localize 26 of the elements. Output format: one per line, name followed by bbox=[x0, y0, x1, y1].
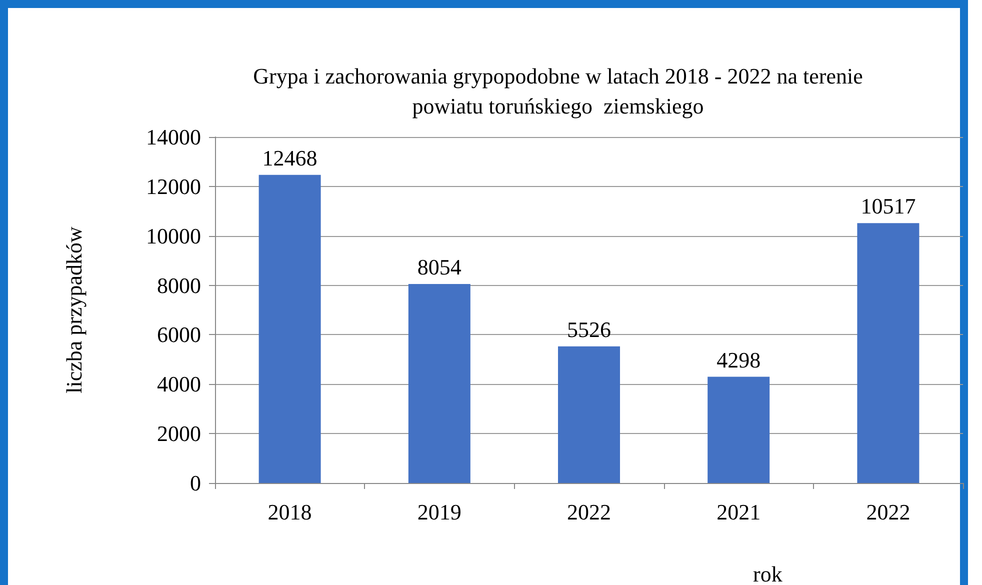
data-label: 12468 bbox=[262, 145, 318, 170]
x-axis-title: rok bbox=[753, 562, 782, 585]
x-tick-label: 2019 bbox=[417, 500, 462, 524]
y-tick-label: 0 bbox=[190, 470, 201, 496]
x-tick-label: 2022 bbox=[866, 500, 910, 524]
x-tick-label: 2021 bbox=[716, 500, 761, 524]
bar bbox=[258, 174, 321, 483]
data-label: 8054 bbox=[417, 254, 462, 280]
y-tick-label: 6000 bbox=[157, 322, 201, 348]
y-tick-label: 12000 bbox=[146, 174, 201, 199]
data-label: 10517 bbox=[860, 194, 916, 219]
y-tick-label: 14000 bbox=[146, 124, 201, 150]
y-axis-title: liczba przypadków bbox=[62, 226, 86, 394]
data-label: 5526 bbox=[567, 316, 611, 342]
y-tick-label: 10000 bbox=[146, 223, 201, 248]
data-label: 4298 bbox=[716, 347, 761, 372]
bar bbox=[558, 346, 620, 483]
y-tick-label: 2000 bbox=[157, 421, 201, 446]
bar bbox=[708, 376, 770, 483]
chart-title: Grypa i zachorowania grypopodobne w latach 2018 - 2022 na terenie powiatu toruńskiego ziemskiego bbox=[253, 64, 863, 118]
x-tick-label: 2018 bbox=[268, 500, 312, 524]
bar bbox=[857, 223, 920, 483]
x-tick-label: 2022 bbox=[567, 500, 611, 524]
y-tick-label: 8000 bbox=[157, 272, 201, 298]
bar bbox=[408, 284, 470, 483]
y-tick-label: 4000 bbox=[157, 372, 201, 397]
